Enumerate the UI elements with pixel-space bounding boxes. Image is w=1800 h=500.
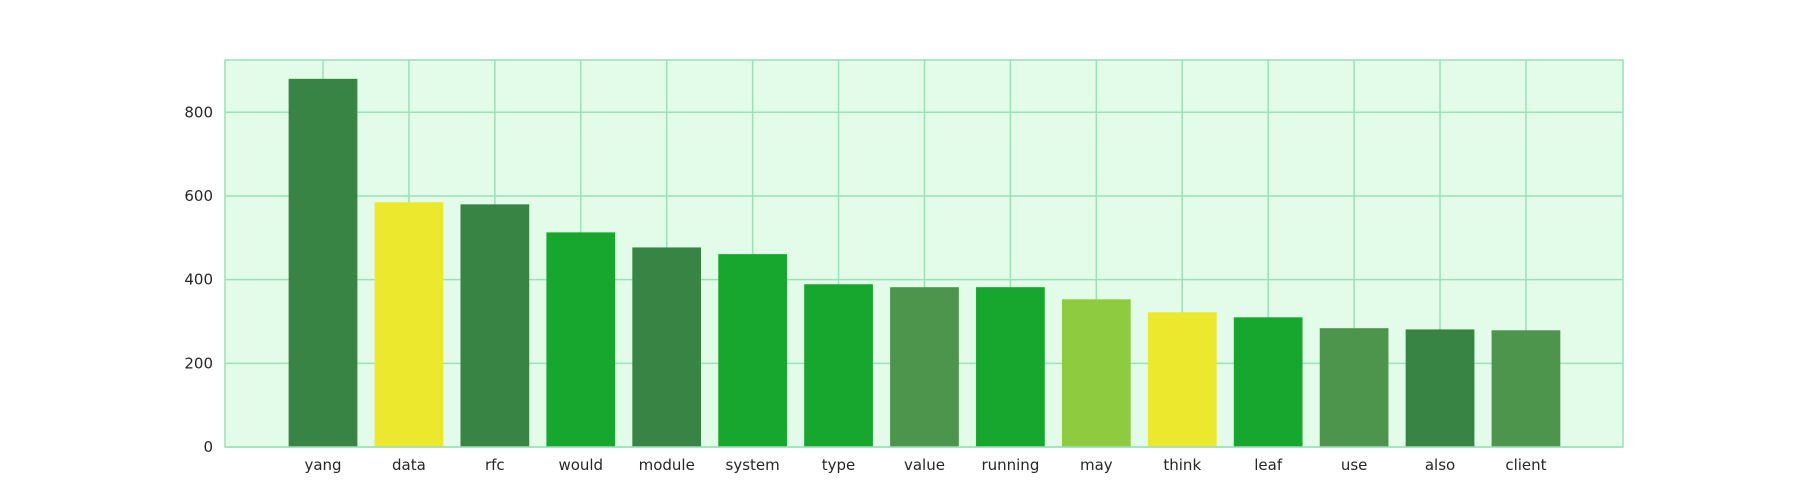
- x-tick-label-client: client: [1505, 456, 1546, 474]
- bar-may: [1061, 299, 1131, 447]
- x-tick-label-running: running: [981, 456, 1039, 474]
- bar-would: [546, 232, 616, 447]
- bar-leaf: [1233, 317, 1303, 447]
- x-tick-label-value: value: [904, 456, 945, 474]
- bar-module: [632, 247, 702, 447]
- bar-rfc: [460, 204, 530, 447]
- y-tick-label-600: 600: [184, 187, 213, 205]
- bar-yang: [288, 78, 358, 447]
- x-tick-label-would: would: [558, 456, 603, 474]
- bars: [288, 78, 1561, 447]
- bar-type: [804, 284, 873, 447]
- y-tick-label-200: 200: [184, 354, 213, 372]
- x-tick-label-also: also: [1425, 456, 1455, 474]
- x-tick-label-data: data: [392, 456, 426, 474]
- bar-use: [1319, 328, 1389, 447]
- x-tick-label-think: think: [1163, 456, 1201, 474]
- y-tick-label-400: 400: [184, 271, 213, 289]
- bar-running: [976, 287, 1045, 447]
- y-tick-label-0: 0: [203, 438, 213, 456]
- y-tick-label-800: 800: [184, 103, 213, 121]
- plot-frame: [224, 59, 1624, 448]
- x-tick-labels: yang data rfc would module system type value run…: [304, 456, 1546, 474]
- bar-system: [718, 254, 787, 447]
- bar-value: [890, 287, 959, 447]
- x-tick-label-system: system: [726, 456, 780, 474]
- bar-client: [1491, 330, 1561, 447]
- bar-think: [1147, 312, 1217, 447]
- x-tick-label-may: may: [1080, 456, 1113, 474]
- x-tick-label-yang: yang: [304, 456, 341, 474]
- x-tick-label-type: type: [822, 456, 856, 474]
- y-tick-labels: 0 200 400 600 800: [184, 103, 213, 456]
- x-tick-label-module: module: [639, 456, 695, 474]
- x-tick-label-leaf: leaf: [1254, 456, 1283, 474]
- bar-data: [374, 202, 444, 447]
- bar-also: [1405, 329, 1475, 447]
- x-tick-label-rfc: rfc: [485, 456, 505, 474]
- x-tick-label-use: use: [1341, 456, 1368, 474]
